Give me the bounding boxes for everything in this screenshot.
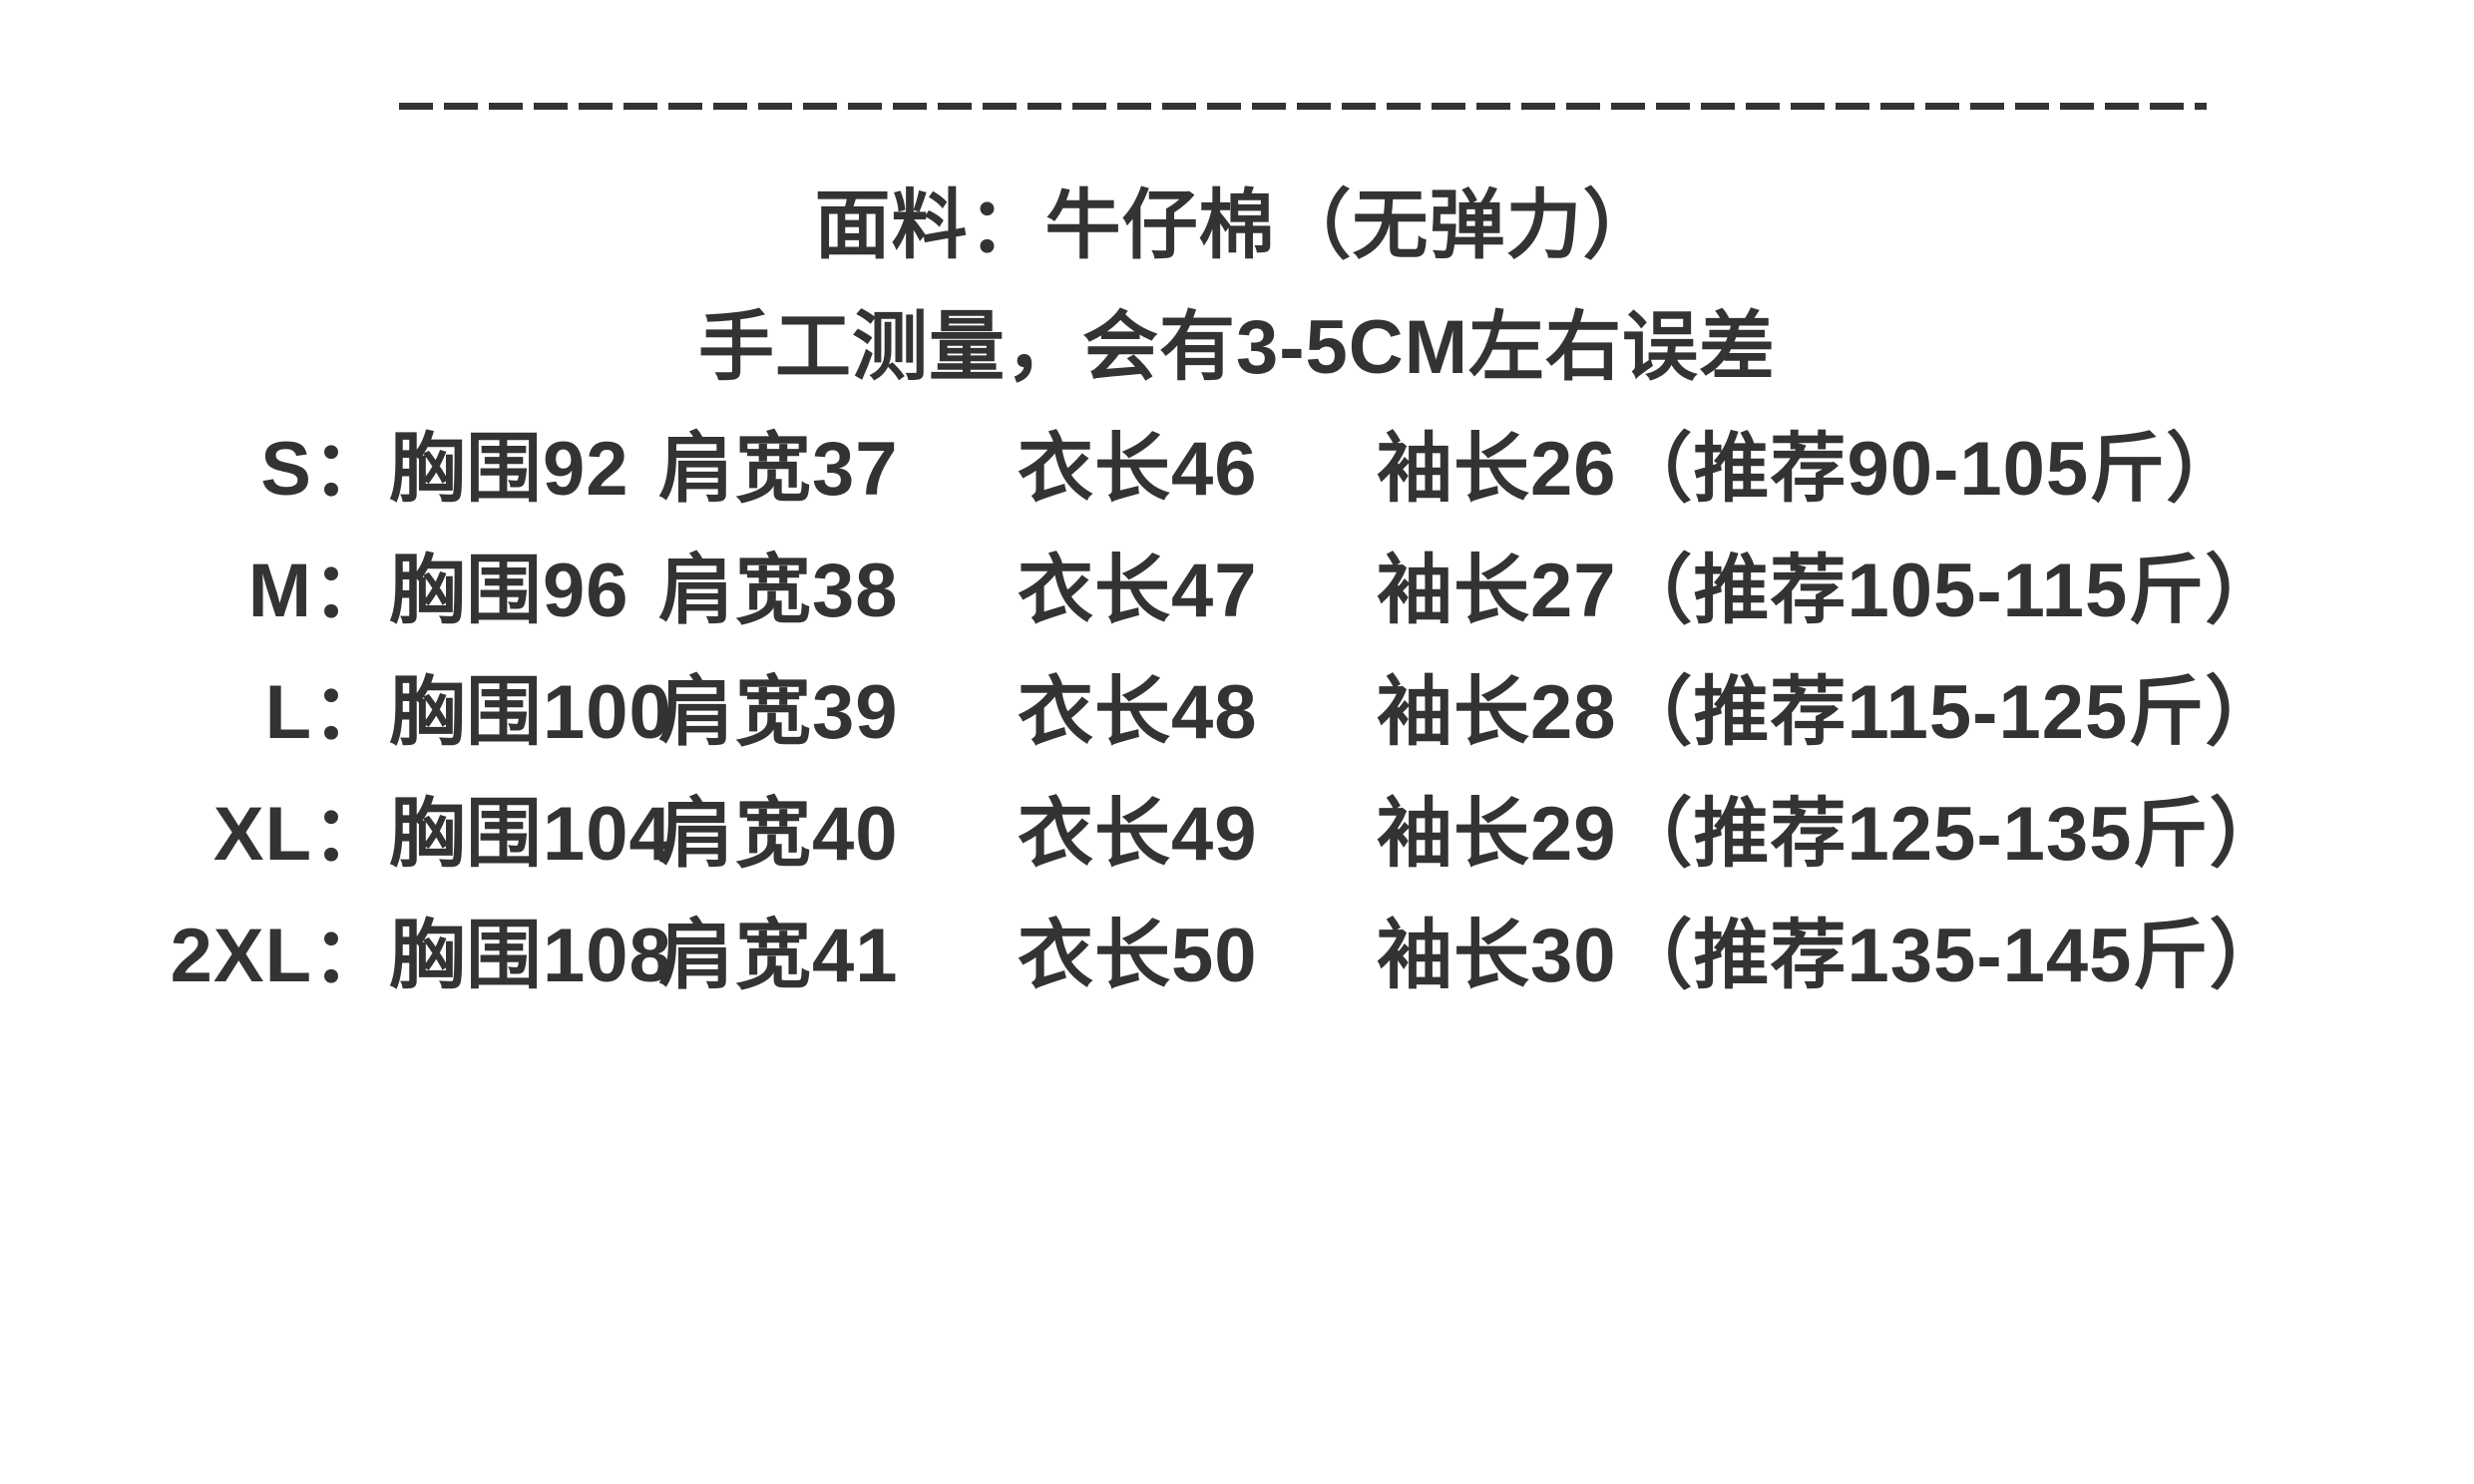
size-row-s: S： 胸围92 肩宽37 衣长46 袖长26（推荐90-105斤） [0,409,2474,531]
size-label: L： [264,670,389,755]
measurement-note-line: 手工测量，会有3-5CM左右误差 [697,305,1777,390]
shoulder-value: 肩宽37 [658,427,899,512]
sleeve-value: 袖长28（推荐115-125斤） [1377,670,2282,755]
length-value: 衣长50 [1018,914,1258,998]
shoulder-value: 肩宽40 [658,792,899,877]
size-label: M： [247,549,389,633]
size-label: S： [260,427,389,512]
chest-value: 胸围108 [389,914,672,998]
size-chart: 面料：牛仔棉（无弹力） 手工测量，会有3-5CM左右误差 S： 胸围92 肩宽3… [0,166,2474,1017]
chest-value: 胸围92 [389,427,629,512]
size-row-m: M： 胸围96 肩宽38 衣长47 袖长27（推荐105-115斤） [0,531,2474,652]
chest-value: 胸围100 [389,670,672,755]
shoulder-value: 肩宽39 [658,670,899,755]
length-value: 衣长49 [1018,792,1258,877]
sleeve-value: 袖长27（推荐105-115斤） [1377,549,2282,633]
size-row-xl: XL： 胸围104 肩宽40 衣长49 袖长29（推荐125-135斤） [0,774,2474,896]
shoulder-value: 肩宽41 [658,914,899,998]
fabric-info-line: 面料：牛仔棉（无弹力） [814,184,1660,268]
dashed-divider [399,103,2207,110]
size-row-l: L： 胸围100 肩宽39 衣长48 袖长28（推荐115-125斤） [0,652,2474,774]
sleeve-value: 袖长26（推荐90-105斤） [1377,427,2244,512]
length-value: 衣长47 [1018,549,1258,633]
length-value: 衣长48 [1018,670,1258,755]
length-value: 衣长46 [1018,427,1258,512]
chest-value: 胸围96 [389,549,629,633]
size-label: XL： [212,792,389,877]
sleeve-value: 袖长29（推荐125-135斤） [1377,792,2286,877]
sleeve-value: 袖长30（推荐135-145斤） [1377,914,2286,998]
size-label: 2XL： [170,914,389,998]
chest-value: 胸围104 [389,792,672,877]
size-row-2xl: 2XL： 胸围108 肩宽41 衣长50 袖长30（推荐135-145斤） [0,896,2474,1017]
shoulder-value: 肩宽38 [658,549,899,633]
